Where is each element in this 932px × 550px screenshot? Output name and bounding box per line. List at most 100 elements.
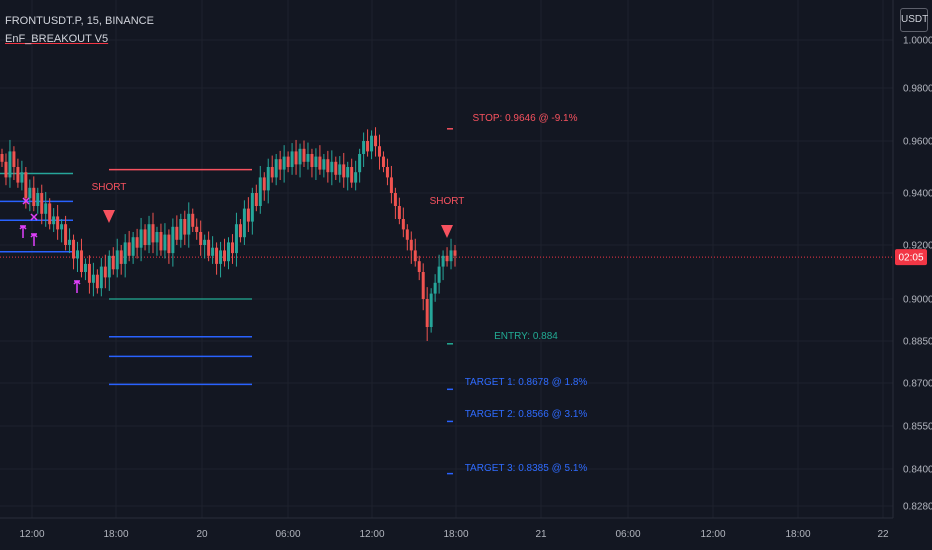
candle-body (151, 224, 155, 243)
candle-body (131, 237, 135, 256)
x-tick-label: 20 (196, 529, 208, 540)
candle-body (266, 167, 270, 191)
trade-levels (0, 128, 893, 475)
candle-body (302, 148, 306, 162)
candle-body (405, 229, 409, 240)
candle-body (127, 242, 131, 256)
candle-body (175, 226, 179, 240)
candle-body (290, 151, 294, 167)
candle-body (32, 187, 36, 206)
candle-body (282, 156, 286, 170)
candle-body (48, 203, 52, 225)
candle-body (417, 261, 421, 272)
candle-body (87, 263, 91, 283)
candle-body (425, 299, 429, 327)
candle-body (270, 167, 274, 178)
x-tick-label: 18:00 (785, 529, 810, 540)
candle-body (433, 282, 437, 294)
candle-body (20, 172, 24, 183)
candle-body (306, 154, 310, 162)
x-tick-label: 18:00 (103, 529, 128, 540)
level-label: STOP: 0.9646 @ -9.1% (472, 113, 577, 124)
price-axis[interactable]: 1.0000 0.9800 0.9600 0.9400 0.9200 0.9000 0.88… (903, 36, 932, 513)
candle-body (338, 164, 342, 175)
candle-body (227, 242, 230, 262)
candle-body (79, 250, 83, 272)
y-tick-label: 0.8700 (903, 379, 932, 390)
candle-body (207, 239, 211, 256)
y-tick-label: 0.9400 (903, 189, 932, 200)
candle-body (421, 272, 425, 299)
candle-body (199, 232, 203, 245)
candle-body (278, 159, 282, 170)
candle-body (56, 216, 60, 230)
candle-body (441, 255, 445, 267)
candle-body (91, 274, 95, 283)
candle-body (298, 148, 302, 165)
candle-body (370, 135, 374, 152)
signal-markers: SHORT SHORT (19, 182, 465, 293)
candle-body (72, 239, 76, 259)
price-tag-text: 02:05 (898, 253, 923, 264)
candle-body (326, 159, 330, 173)
candle-body (294, 151, 298, 165)
grid-lines (0, 0, 893, 518)
candle-body (143, 229, 147, 245)
x-tick-label: 06:00 (275, 529, 300, 540)
candle-body (250, 193, 254, 222)
candle-body (36, 193, 40, 206)
short-signal-label: SHORT (92, 182, 127, 193)
candle-body (115, 250, 119, 270)
time-axis[interactable]: 12:00 18:00 20 06:00 12:00 18:00 21 06:00 12:00 1… (19, 529, 889, 540)
y-tick-label: 0.8850 (903, 337, 932, 348)
candle-body (123, 242, 127, 264)
current-price-tag: 02:05 (895, 249, 927, 266)
candle-body (16, 167, 20, 183)
candle-body (350, 167, 354, 183)
candle-body (163, 234, 167, 251)
x-tick-label: 12:00 (19, 529, 44, 540)
level-labels: STOP: 0.9646 @ -9.1% ENTRY: 0.884 TARGET 1… (465, 113, 588, 474)
candle-body (413, 250, 417, 262)
y-tick-label: 0.9000 (903, 295, 932, 306)
candle-body (68, 239, 72, 245)
candle-body (437, 266, 441, 283)
candle-body (389, 177, 393, 193)
candle-body (183, 219, 187, 235)
candle-body (139, 229, 143, 248)
short-signal-arrow (441, 225, 453, 238)
candle-body (60, 224, 64, 230)
candle-body (381, 156, 385, 167)
candle-body (234, 224, 238, 254)
candle-body (274, 159, 278, 178)
candle-body (242, 208, 246, 238)
candle-body (187, 213, 191, 235)
y-tick-label: 1.0000 (903, 36, 932, 47)
currency-button[interactable]: USDT (900, 8, 928, 32)
level-label: TARGET 1: 0.8678 @ 1.8% (465, 377, 588, 388)
indicator-title[interactable]: EnF_BREAKOUT V5 (5, 33, 109, 45)
candle-body (0, 154, 4, 162)
x-marker-icon (30, 213, 38, 221)
candle-body (135, 237, 139, 248)
arrow-up-marker-icon (19, 224, 27, 238)
y-tick-label: 0.8280 (903, 502, 932, 513)
candle-body (238, 224, 242, 238)
candle-body (167, 234, 171, 254)
candle-body (378, 146, 381, 157)
candle-body (262, 177, 266, 191)
x-tick-label: 22 (877, 529, 889, 540)
short-signal-label: SHORT (430, 196, 465, 207)
price-tag-box (895, 249, 927, 266)
symbol-title[interactable]: FRONTUSDT.P, 15, BINANCE (5, 15, 154, 27)
candle-body (322, 159, 326, 170)
candle-body (354, 172, 358, 183)
candle-body (203, 239, 207, 245)
candle-body (24, 172, 28, 199)
candle-body (159, 232, 163, 251)
candle-body (346, 167, 350, 178)
candle-body (318, 156, 322, 170)
candle-body (330, 161, 334, 173)
candle-body (179, 219, 183, 240)
